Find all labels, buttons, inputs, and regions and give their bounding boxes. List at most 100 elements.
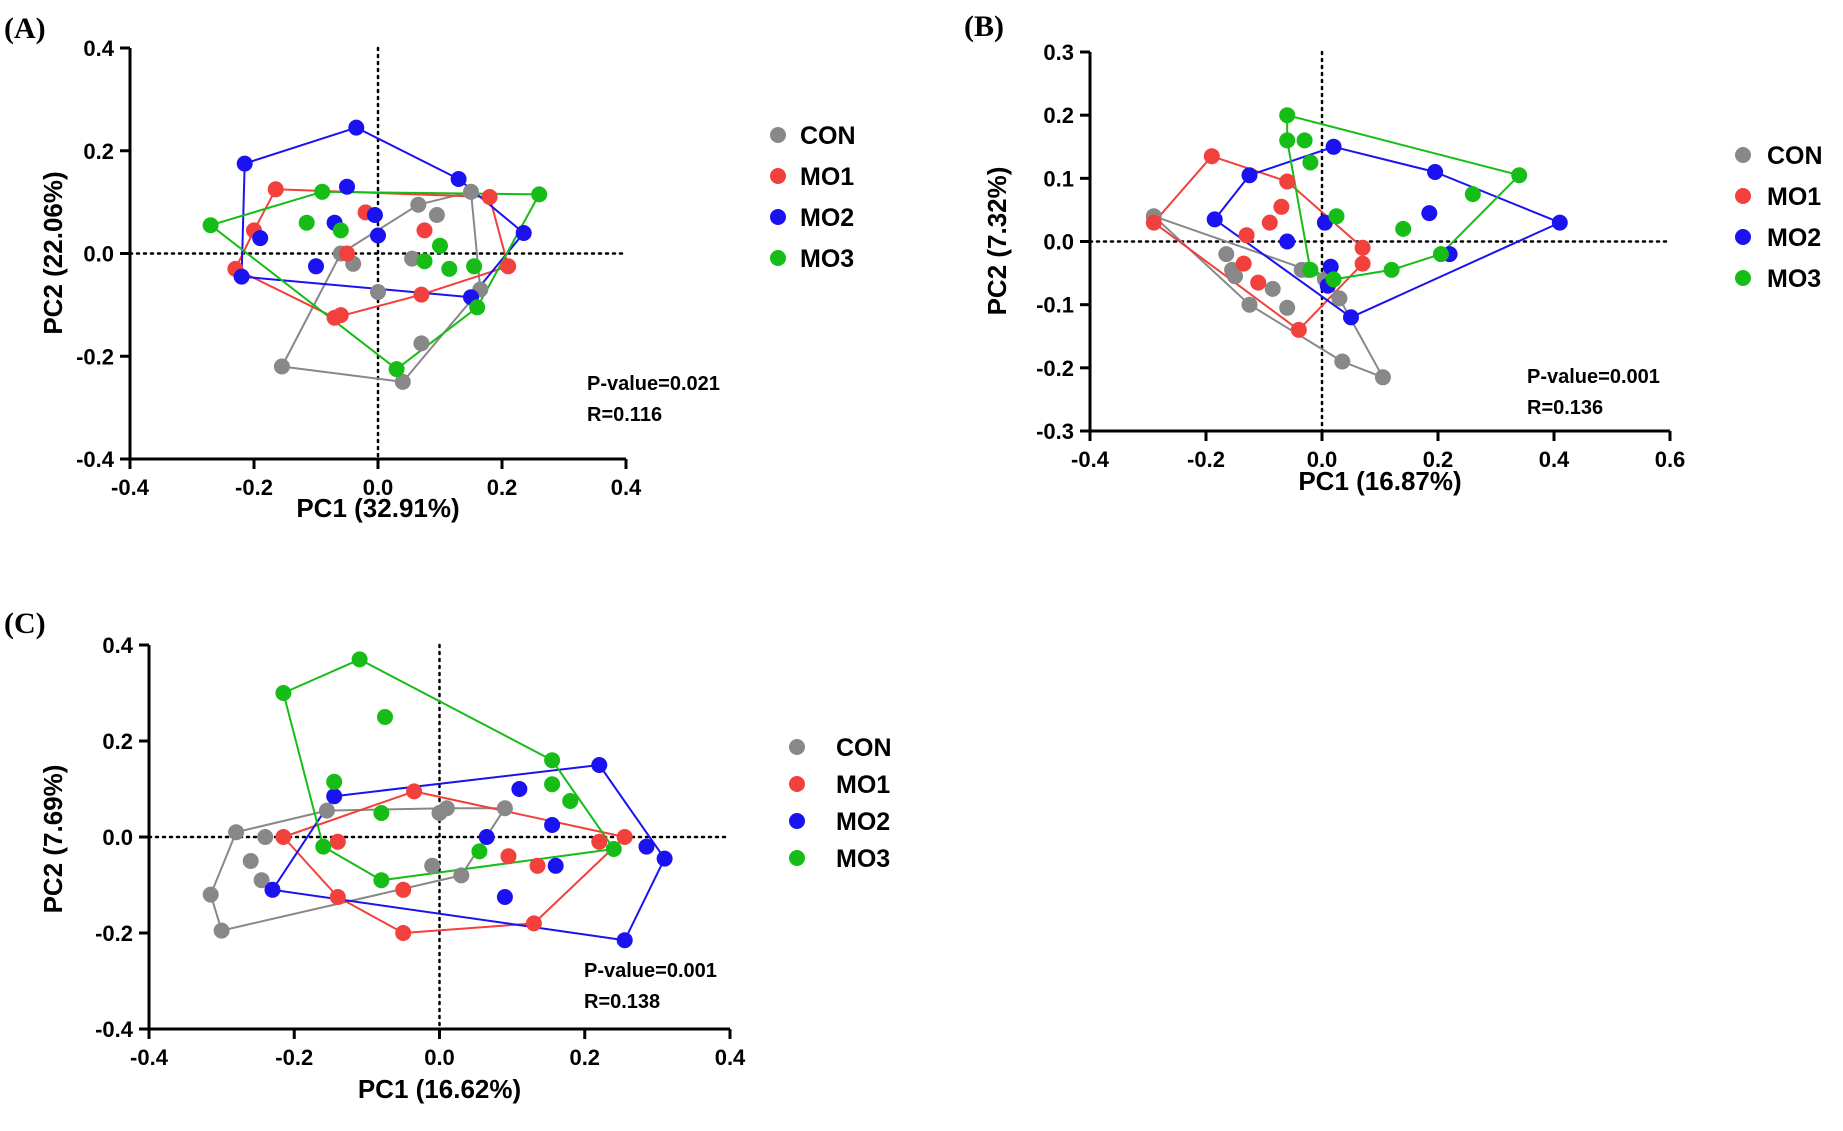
point-con [410,196,427,213]
legend-label-mo2: MO2 [836,808,890,836]
point-mo3 [275,685,292,701]
point-mo3 [377,709,393,725]
point-mo1 [1261,214,1278,231]
point-mo1 [395,925,412,941]
point-mo2 [236,155,253,172]
point-mo2 [511,781,528,797]
point-mo2 [339,178,355,195]
point-mo2 [1421,205,1438,222]
point-mo2 [1427,164,1444,180]
point-con [453,867,470,884]
point-mo1 [1203,148,1220,165]
point-mo2 [544,817,561,833]
point-mo2 [1325,138,1342,155]
point-mo3 [531,186,548,203]
point-mo2 [1279,233,1296,250]
point-mo1 [1238,227,1255,244]
point-mo1 [529,857,546,874]
legend: CON MO1 MO2 MO3 [770,122,856,273]
legend-marker-mo3 [770,250,786,266]
point-mo3 [1464,186,1481,203]
legend-label-mo3: MO3 [1767,265,1821,293]
panel-label: (B) [964,10,1004,43]
legend-label-mo1: MO1 [800,163,854,191]
point-mo1 [1273,198,1290,215]
x-tick-label: -0.4 [130,1045,169,1070]
point-con [1218,246,1235,263]
point-mo3 [1325,271,1342,288]
y-tick-label: 0.0 [102,825,133,850]
x-tick-label: 0.2 [1423,447,1454,472]
point-mo3 [332,222,349,239]
point-mo3 [1383,261,1400,278]
point-con [370,284,386,300]
point-mo1 [416,222,433,239]
point-mo1 [275,829,292,845]
point-mo2 [1322,258,1339,275]
point-mo2 [233,268,250,285]
y-tick-label: 0.0 [1043,230,1074,255]
point-mo3 [544,776,561,793]
point-mo1 [406,783,423,800]
y-axis-title: PC2 (22.06%) [38,171,68,334]
r-value-label: R=0.136 [1527,397,1603,419]
point-mo3 [1432,246,1449,263]
point-con [1279,299,1296,316]
point-mo3 [466,258,483,275]
point-con [1241,296,1258,313]
panel-label: (A) [4,12,46,45]
x-tick-label: 0.4 [715,1045,746,1070]
point-mo3 [1302,261,1319,278]
x-tick-label: 0.0 [424,1045,455,1070]
y-tick-label: 0.1 [1043,166,1074,191]
point-mo3 [432,237,448,254]
point-mo3 [441,260,458,277]
r-value-label: R=0.116 [587,404,662,426]
point-con [428,207,445,223]
y-tick-label: 0.2 [1043,103,1074,128]
point-mo3 [1279,132,1296,149]
x-tick-label: 0.4 [1539,447,1570,472]
point-mo3 [1296,132,1313,149]
point-mo1 [395,881,412,898]
y-tick-label: -0.2 [1036,356,1074,381]
p-value-label: P-value=0.021 [587,373,720,395]
point-mo1 [267,181,284,198]
point-mo3 [1279,107,1296,124]
legend-label-mo3: MO3 [800,245,854,273]
x-axis-title: PC1 (32.91%) [296,493,459,523]
point-con [438,800,455,817]
point-mo2 [252,230,269,247]
x-tick-label: 0.6 [1655,447,1686,472]
hull-mo2 [240,126,525,299]
x-tick-label: 0.0 [1307,447,1338,472]
legend-marker-con [1735,147,1751,163]
point-mo3 [315,838,332,855]
point-mo3 [471,843,488,860]
point-con [463,183,479,200]
panel-c: (C) -0.4 -0.2 0.0 0.2 0.4 -0.4 -0.2 0.0 0.2 0.4 PC1… [4,607,892,1104]
point-mo1 [326,309,343,326]
point-mo2 [496,889,513,905]
point-mo1 [500,848,517,865]
legend-label-mo2: MO2 [800,204,854,232]
y-tick-label: -0.1 [1036,293,1074,318]
y-axis-title: PC2 (7.32%) [982,167,1012,316]
point-mo3 [373,805,390,821]
x-tick-label: -0.4 [111,475,150,500]
point-con [273,358,290,375]
point-mo1 [1250,274,1267,291]
point-mo1 [1290,321,1307,338]
point-con [318,802,335,819]
legend-marker-mo2 [789,813,805,829]
point-con [496,800,513,817]
point-mo3 [605,841,622,857]
point-mo3 [202,217,219,234]
point-mo2 [515,225,532,241]
point-mo3 [351,651,368,668]
point-mo2 [1551,214,1568,231]
point-mo2 [264,881,281,898]
point-mo3 [416,253,433,270]
point-mo2 [638,838,655,855]
legend-label-mo2: MO2 [1767,224,1821,252]
